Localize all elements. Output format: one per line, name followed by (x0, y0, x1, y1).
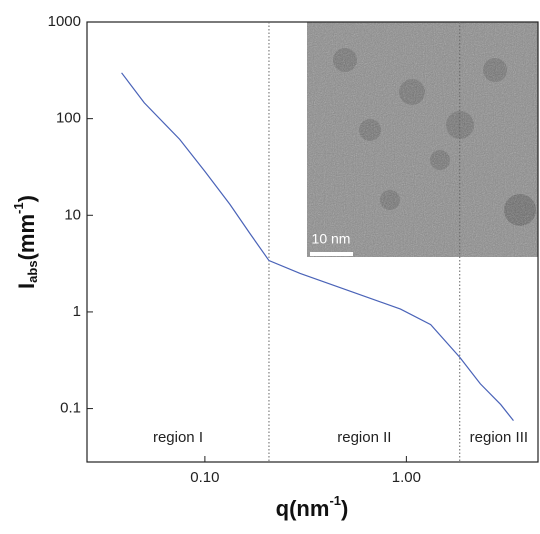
y-title-sup: -1 (11, 202, 26, 214)
scale-label: 10 nm (312, 231, 351, 247)
x-title-end: ) (341, 496, 348, 521)
region-label: region II (337, 429, 391, 446)
y-tick-label: 1 (73, 303, 81, 320)
y-title-unit: (mm (14, 214, 39, 260)
y-tick-label: 100 (56, 110, 81, 127)
x-tick-label: 0.10 (190, 469, 219, 486)
region-label: region I (153, 429, 203, 446)
y-title-sub: abs (25, 260, 40, 282)
y-title-end: ) (14, 195, 39, 202)
plot-frame (86, 21, 539, 463)
x-axis-title: q(nm-1) (276, 493, 349, 520)
data-line (121, 72, 514, 422)
y-title-main: I (14, 283, 39, 289)
y-axis-title: Iabs(mm-1) (11, 195, 40, 289)
inset-image (307, 22, 538, 257)
x-title-sup: -1 (329, 493, 341, 508)
region-label: region III (470, 429, 528, 446)
x-title-main: q(nm (276, 496, 330, 521)
y-tick-label: 0.1 (60, 400, 81, 417)
x-tick-label: 1.00 (392, 469, 421, 486)
y-tick-label: 1000 (48, 13, 81, 30)
y-tick-label: 10 (64, 206, 81, 223)
